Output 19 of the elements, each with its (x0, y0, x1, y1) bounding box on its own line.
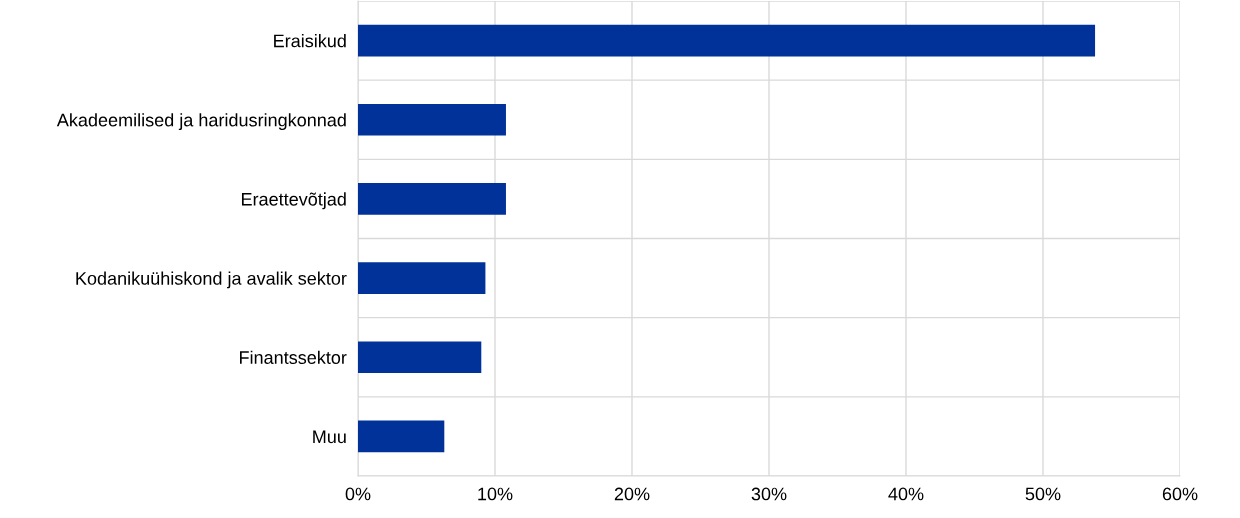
x-tick-label: 10% (478, 487, 513, 501)
bar (358, 183, 506, 215)
bar (358, 262, 486, 294)
x-tick-label: 0% (345, 487, 371, 501)
x-tick-label: 50% (1025, 487, 1061, 501)
x-tick-label: 20% (614, 487, 650, 501)
bar (358, 103, 506, 136)
y-tick-label: Muu (313, 430, 346, 444)
y-tick-label: Kodanikuühiskond ja avalik sektor (76, 271, 347, 289)
y-tick-label: Eraettevõtjad (241, 192, 346, 210)
y-tick-label: Eraisikud (274, 34, 346, 48)
x-tick-label: 40% (888, 487, 924, 501)
bar (358, 24, 1096, 57)
x-tick-label: 30% (751, 487, 787, 501)
bar (358, 341, 482, 374)
y-tick-label: Finantssektor (240, 350, 347, 364)
x-tick-label: 60% (1162, 487, 1198, 501)
bar (358, 420, 445, 453)
y-tick-label: Akadeemilised ja haridusringkonnad (56, 113, 346, 131)
